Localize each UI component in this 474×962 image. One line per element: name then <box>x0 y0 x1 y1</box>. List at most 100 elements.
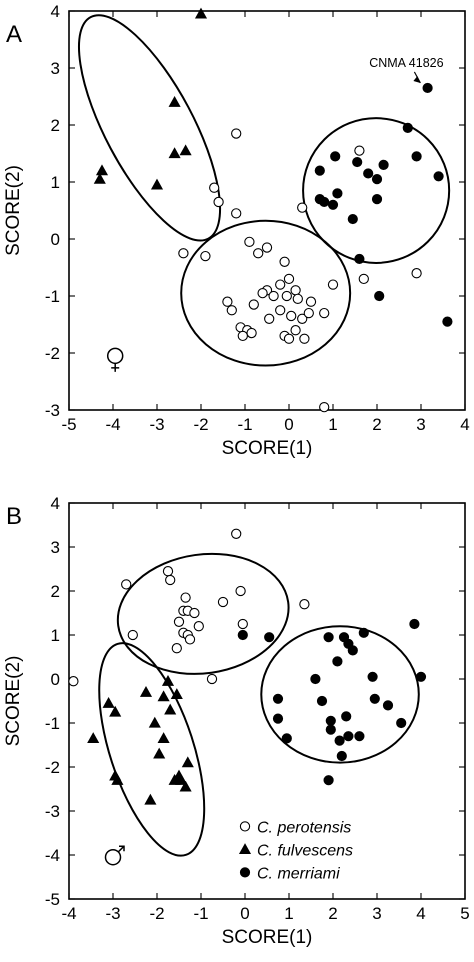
data-point-filled-circle <box>347 213 358 225</box>
data-point-open-circle <box>121 579 132 590</box>
data-point-filled-circle <box>402 122 413 133</box>
x-tick-label: 4 <box>460 415 469 434</box>
x-tick-label: 1 <box>328 415 337 434</box>
data-point-open-circle <box>264 313 275 324</box>
data-point-open-circle <box>283 333 295 344</box>
data-point-triangle <box>170 688 183 700</box>
x-tick-label: -2 <box>149 904 164 923</box>
series-filled-triangle <box>87 674 194 805</box>
data-point-open-circle <box>184 634 196 645</box>
data-point-open-circle <box>213 196 224 208</box>
annotation-label: CNMA 41826 <box>369 56 443 70</box>
data-point-open-circle <box>189 607 200 619</box>
x-tick-label: 1 <box>284 904 293 923</box>
series-open-circle <box>178 128 422 413</box>
y-tick-label: 0 <box>51 670 60 689</box>
x-tick-label: -1 <box>237 415 252 434</box>
data-point-filled-circle <box>325 724 336 735</box>
data-point-open-circle <box>231 208 242 219</box>
data-point-triangle <box>161 674 175 686</box>
confidence-ellipse <box>260 625 420 764</box>
x-tick-label: -3 <box>105 904 120 923</box>
data-point-filled-circle <box>347 645 358 656</box>
confidence-ellipse <box>180 219 352 367</box>
data-point-filled-circle <box>358 627 369 638</box>
data-point-filled-circle <box>374 290 385 302</box>
x-tick-label: -4 <box>61 904 76 923</box>
data-point-triangle <box>144 793 157 805</box>
y-tick-label: -3 <box>45 802 60 821</box>
data-point-filled-circle <box>281 733 292 744</box>
data-point-triangle <box>179 780 192 792</box>
x-tick-label: 3 <box>372 904 381 923</box>
y-tick-label: -2 <box>45 758 60 777</box>
series-filled-triangle <box>93 7 208 190</box>
confidence-ellipse <box>98 642 206 857</box>
data-point-open-circle <box>305 296 317 307</box>
data-point-triangle <box>109 705 122 717</box>
data-point-filled-circle <box>354 253 365 265</box>
data-point-filled-circle <box>378 159 389 170</box>
data-point-open-circle <box>231 528 242 539</box>
y-tick-label: 4 <box>51 494 60 513</box>
plot-area-frame <box>68 10 466 411</box>
data-point-open-circle <box>237 618 248 630</box>
data-point-filled-circle <box>396 717 407 729</box>
data-point-open-circle <box>178 248 189 259</box>
data-point-triangle <box>168 147 181 159</box>
data-point-filled-circle <box>237 629 248 641</box>
x-tick-label: 4 <box>416 904 425 923</box>
y-tick-label: -4 <box>45 846 60 865</box>
y-tick-label: 1 <box>51 173 60 192</box>
data-point-open-circle <box>279 256 290 267</box>
data-point-triangle <box>148 716 161 728</box>
data-point-filled-circle <box>433 171 444 182</box>
data-point-filled-circle <box>323 775 334 786</box>
data-point-open-circle <box>237 330 248 342</box>
x-axis-title: SCORE(1) <box>222 927 313 948</box>
y-tick-label: -1 <box>45 287 60 306</box>
data-point-open-circle <box>411 268 422 279</box>
data-point-open-circle <box>162 566 174 577</box>
data-point-filled-circle <box>314 165 325 176</box>
data-point-open-circle <box>217 596 229 608</box>
data-point-open-circle <box>222 296 233 307</box>
data-point-open-circle <box>354 145 365 156</box>
x-tick-label: -4 <box>105 415 120 434</box>
data-point-open-circle <box>226 305 237 316</box>
data-point-open-circle <box>244 236 255 247</box>
data-point-triangle <box>181 756 194 768</box>
data-point-open-circle <box>193 621 204 632</box>
data-point-filled-circle <box>332 656 343 667</box>
y-tick-label: 3 <box>51 59 60 78</box>
data-point-open-circle <box>275 279 286 290</box>
x-tick-label: 3 <box>416 415 425 434</box>
series-filled-circle <box>314 82 453 327</box>
data-point-open-circle <box>180 592 191 603</box>
data-point-triangle <box>139 685 153 697</box>
y-tick-label: -2 <box>45 344 60 363</box>
data-point-filled-circle <box>415 671 427 682</box>
y-axis-title: SCORE(2) <box>3 656 24 747</box>
y-tick-label: 2 <box>51 116 60 135</box>
plot-area-frame <box>68 502 466 900</box>
data-point-triangle <box>153 747 166 759</box>
series-open-circle <box>68 528 310 687</box>
legend-entry-label: C. perotensis <box>257 819 351 836</box>
data-point-open-circle <box>68 676 79 687</box>
data-point-open-circle <box>173 616 185 627</box>
data-point-open-circle <box>303 307 314 319</box>
legend: C. perotensis C. fulvescens C. merriami <box>238 819 353 882</box>
data-point-open-circle <box>165 574 176 586</box>
data-point-filled-circle <box>334 735 345 746</box>
data-point-filled-circle <box>336 750 347 762</box>
data-point-open-circle <box>283 273 295 285</box>
data-point-filled-circle <box>442 316 453 327</box>
panel-a: -5 -4 -3 -2 -1 0 1 2 3 4 -3 -2 -1 0 1 2 3 4 SCORE(1) SCORE(… <box>3 2 470 459</box>
data-point-open-circle <box>268 290 279 302</box>
panel-b: -4 -3 -2 -1 0 1 2 3 4 5-5-4-3-2-101234SCORE(1)SCO… <box>3 494 470 948</box>
data-point-triangle <box>93 172 106 184</box>
series-filled-circle <box>237 618 427 786</box>
data-point-triangle <box>157 690 170 702</box>
